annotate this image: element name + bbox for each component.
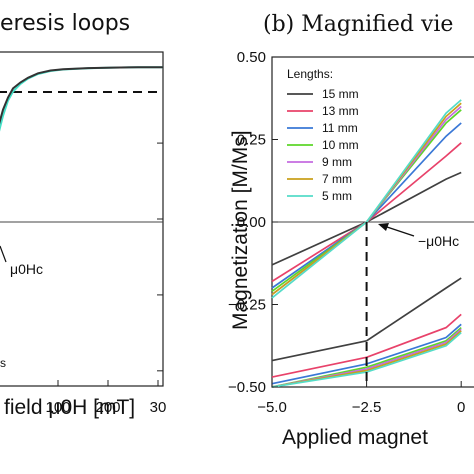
panel-b-ytick-label: 0.00 — [237, 214, 266, 231]
panel-a: eresis loops 100 200 30 μ0Hc s field μ0H [… — [0, 11, 166, 419]
panel-b-xticks: −5.0 −2.5 0 — [257, 381, 465, 416]
panel-b-ylabel: Magnetization [M/Ms] — [229, 130, 252, 330]
panel-b-xlabel: Applied magnet — [282, 426, 428, 449]
panel-b-ytick-label: −0.50 — [228, 379, 266, 396]
legend-entry: 11 mm — [322, 121, 358, 135]
series-13mm-upper — [271, 142, 462, 283]
series-15mm-upper — [271, 171, 462, 266]
series-7mm-upper — [271, 102, 462, 296]
panel-b-annotation: −μ0Hc — [418, 233, 459, 249]
panel-b-xtick-label: −5.0 — [257, 399, 287, 416]
legend-entry: 15 mm — [322, 87, 359, 101]
panel-b-ytick-label: 0.25 — [237, 132, 266, 149]
panel-a-series-0 — [0, 66, 164, 132]
legend-entry: 13 mm — [322, 104, 359, 118]
panel-b-ytick-label: 0.50 — [237, 49, 266, 66]
series-10mm-upper — [271, 109, 462, 292]
panel-b-annotation-group: −μ0Hc — [378, 223, 459, 249]
panel-b: (b) Magnified vie 0.50 0.25 0.00 −0.25 −0.50… — [228, 12, 474, 449]
panel-a-xtick-label: 30 — [150, 399, 167, 416]
panel-a-xtick-label: 100 — [45, 399, 70, 416]
panel-a-frame — [0, 51, 164, 387]
panel-b-yticks: 0.50 0.25 0.00 −0.25 −0.50 — [228, 49, 278, 396]
panel-b-legend: Lengths: 15 mm 13 mm 11 mm 10 mm 9 mm 7 mm 5 m… — [287, 67, 359, 203]
panel-b-xtick-label: 0 — [457, 399, 465, 416]
panel-b-title: (b) Magnified vie — [263, 12, 453, 37]
panel-a-annotation: μ0Hc — [10, 261, 43, 277]
panel-b-ytick-label: −0.25 — [228, 297, 266, 314]
legend-entry: 10 mm — [322, 138, 359, 152]
panel-a-annotation-small: s — [0, 356, 6, 370]
panel-b-curves — [271, 99, 462, 388]
panel-a-xlabel: field μ0H [mT] — [4, 396, 135, 419]
panel-a-curves — [0, 66, 164, 132]
series-5mm-upper — [271, 99, 462, 299]
panel-a-title: eresis loops — [0, 11, 130, 36]
panel-b-xtick-label: −2.5 — [352, 399, 382, 416]
series-11mm-lower — [271, 323, 462, 385]
panel-b-annotation-arrowhead — [378, 223, 389, 231]
series-13mm-lower — [271, 313, 462, 378]
legend-entry: 9 mm — [322, 155, 352, 169]
panel-a-yticks — [157, 142, 163, 372]
series-11mm-upper — [271, 122, 462, 289]
legend-entry: 7 mm — [322, 172, 352, 186]
panel-b-annotation-arrow — [383, 225, 415, 237]
legend-title: Lengths: — [287, 67, 333, 81]
series-15mm-lower — [271, 277, 462, 362]
legend-entry: 5 mm — [322, 189, 352, 203]
series-5mm-lower — [271, 331, 462, 388]
panel-a-xticks: 100 200 30 — [45, 380, 166, 416]
panel-a-annotation-arrow — [0, 245, 7, 263]
panel-a-xtick-label: 200 — [95, 399, 120, 416]
panel-a-series-1 — [0, 66, 164, 125]
